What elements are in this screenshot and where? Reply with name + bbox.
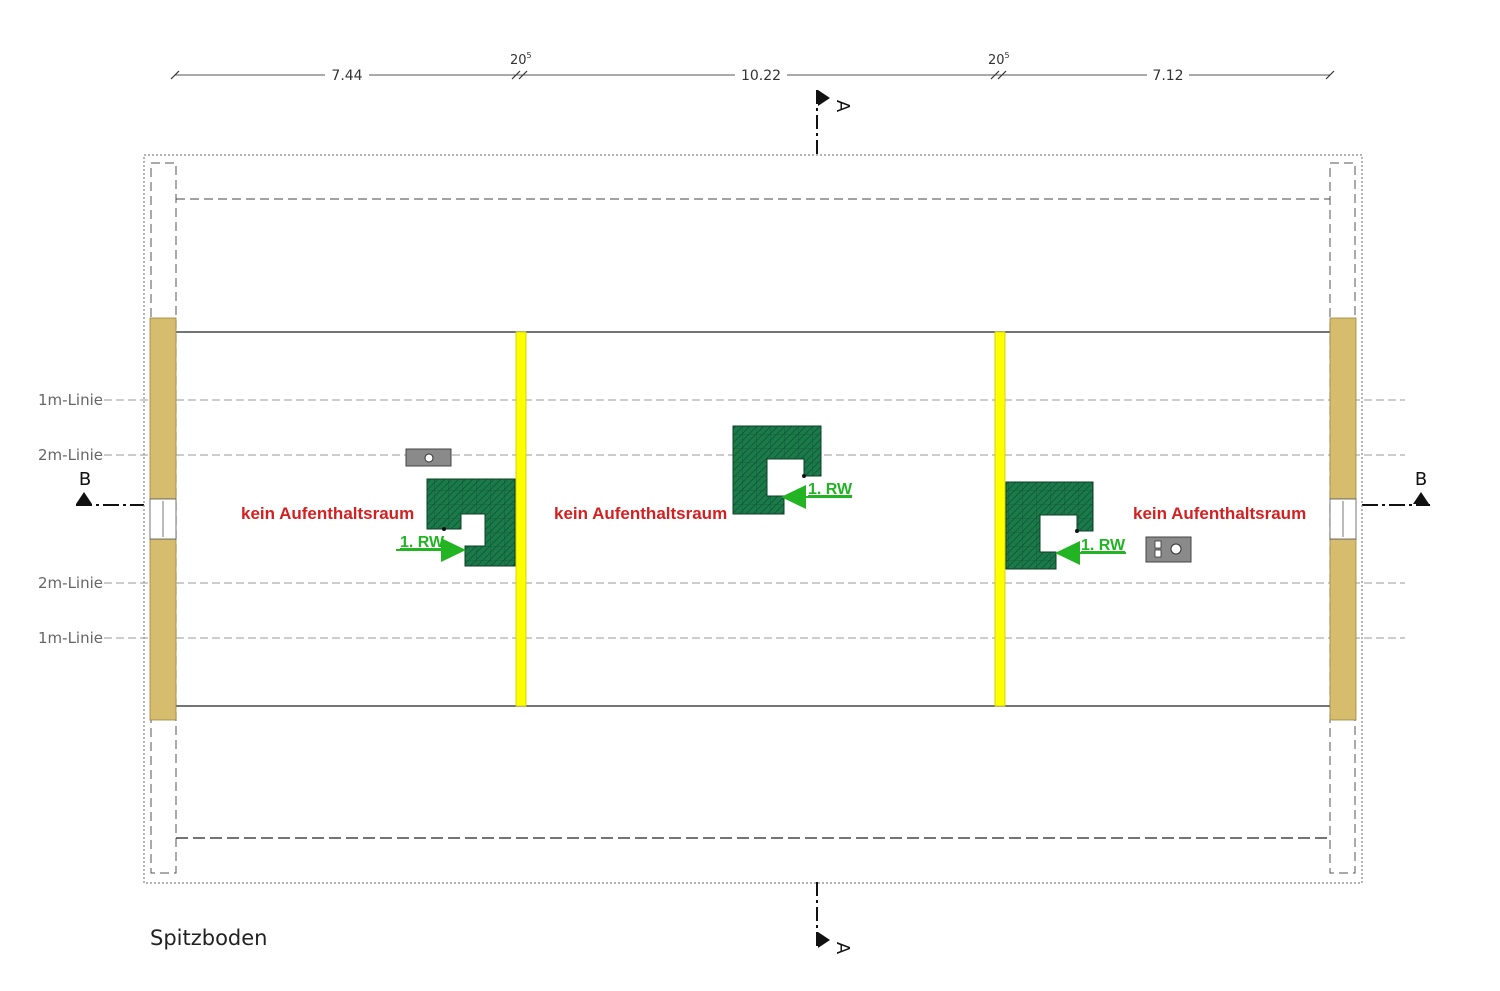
section-label-a-bottom: A	[832, 942, 853, 955]
rw-label-left: 1. RW	[400, 534, 445, 551]
dim-seg2: 10.22	[741, 68, 781, 84]
dim-wall2: 205	[988, 51, 1010, 68]
section-marker-a-top: A	[816, 90, 853, 155]
firewall-right	[994, 331, 1006, 707]
escape-arrow-middle: 1. RW	[781, 481, 853, 509]
section-marker-a-bottom: A	[816, 882, 853, 955]
height-lines: 1m-Linie 2m-Linie 2m-Linie 1m-Linie	[38, 391, 1405, 647]
gable-wall-left	[149, 317, 177, 721]
section-label-b-right: B	[1415, 469, 1427, 490]
dimension-chain: 7.44 10.22 7.12 205 205	[170, 51, 1335, 84]
dim-seg3: 7.12	[1152, 68, 1183, 84]
room-label-right: kein Aufenthaltsraum	[1133, 504, 1306, 523]
dim-wall1: 205	[510, 51, 532, 68]
firewall-left	[515, 331, 527, 707]
room-label-middle: kein Aufenthaltsraum	[554, 504, 727, 523]
chimney-left	[405, 448, 452, 467]
section-label-a-top: A	[832, 100, 853, 113]
rw-label-right: 1. RW	[1081, 537, 1126, 554]
line-label-2m-bottom: 2m-Linie	[38, 574, 103, 592]
floor-title: Spitzboden	[150, 926, 268, 950]
escape-arrow-right: 1. RW	[1055, 537, 1126, 565]
section-label-b-left: B	[79, 469, 91, 490]
dim-seg1: 7.44	[331, 68, 362, 84]
line-label-1m-bottom: 1m-Linie	[38, 629, 103, 647]
stair-middle	[732, 425, 822, 515]
building-outline	[176, 331, 1330, 707]
rw-label-middle: 1. RW	[808, 481, 853, 498]
gable-wall-right	[1329, 317, 1357, 721]
line-label-1m-top: 1m-Linie	[38, 391, 103, 409]
stair-left	[426, 478, 516, 567]
stair-right	[1005, 481, 1094, 570]
section-marker-b-left: B	[76, 469, 144, 506]
line-label-2m-top: 2m-Linie	[38, 446, 103, 464]
section-marker-b-right: B	[1362, 469, 1430, 506]
room-label-left: kein Aufenthaltsraum	[241, 504, 414, 523]
chimney-right	[1145, 536, 1192, 563]
escape-arrow-left: 1. RW	[396, 534, 466, 562]
